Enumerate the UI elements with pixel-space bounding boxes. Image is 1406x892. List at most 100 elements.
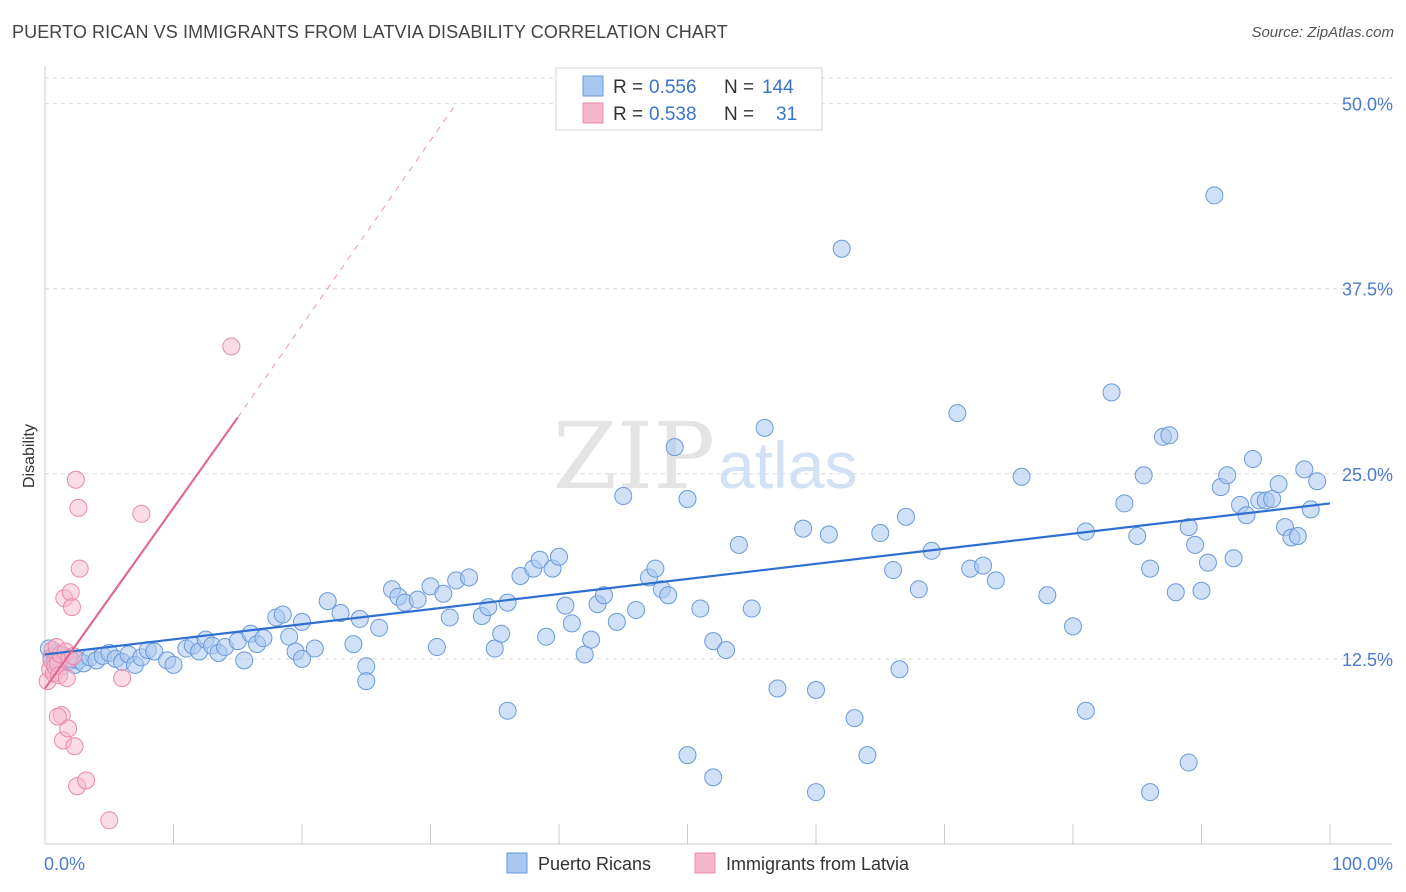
point-immigrants-from-latvia-14: [57, 669, 76, 688]
point-puerto-ricans-98: [884, 561, 903, 580]
point-puerto-ricans-85: [691, 599, 710, 618]
trend-line-puerto-ricans: [44, 502, 1331, 656]
legend: R = 0.556 N = 144 R = 0.538 N = 31: [555, 67, 823, 131]
point-puerto-ricans-43: [318, 592, 337, 611]
point-immigrants-from-latvia-30: [48, 707, 67, 726]
point-immigrants-from-latvia-20: [65, 737, 84, 756]
point-puerto-ricans-52: [408, 590, 427, 609]
point-puerto-ricans-109: [1064, 617, 1082, 636]
point-puerto-ricans-143: [498, 701, 517, 720]
trend-line-immigrants-from-latvia: [44, 416, 239, 690]
bottom-legend-swatch-blue: [506, 852, 528, 874]
point-puerto-ricans-90: [755, 418, 774, 437]
bottom-legend-label-pink: Immigrants from Latvia: [726, 854, 910, 874]
grid-lines: [45, 77, 1392, 660]
point-puerto-ricans-142: [1076, 701, 1095, 720]
point-puerto-ricans-84: [678, 489, 697, 508]
point-puerto-ricans-45: [344, 635, 363, 654]
point-puerto-ricans-42: [305, 639, 324, 658]
point-puerto-ricans-48: [370, 618, 389, 637]
point-puerto-ricans-100: [896, 507, 915, 526]
bottom-legend-swatch-pink: [694, 852, 716, 874]
point-puerto-ricans-137: [1295, 460, 1314, 479]
point-puerto-ricans-76: [607, 612, 626, 631]
point-puerto-ricans-38: [273, 605, 292, 624]
point-puerto-ricans-132: [1263, 489, 1282, 508]
series-immigrants-from-latvia: [38, 337, 241, 830]
point-puerto-ricans-136: [1288, 527, 1307, 545]
trend-lines: [44, 103, 1331, 690]
x-tick-label-0: 0.0%: [44, 854, 85, 874]
point-puerto-ricans-149: [293, 649, 311, 668]
point-puerto-ricans-115: [1141, 559, 1160, 578]
x-tick-label-1: 100.0%: [1332, 854, 1393, 874]
point-puerto-ricans-112: [1115, 494, 1134, 513]
point-puerto-ricans-138: [1301, 500, 1320, 519]
y-tick-label-3: 50.0%: [1342, 95, 1393, 115]
point-puerto-ricans-91: [768, 679, 787, 698]
point-puerto-ricans-70: [556, 596, 575, 615]
point-puerto-ricans-55: [434, 584, 453, 603]
point-puerto-ricans-75: [594, 586, 613, 605]
point-puerto-ricans-144: [858, 746, 877, 765]
point-puerto-ricans-120: [1186, 535, 1205, 554]
point-puerto-ricans-148: [357, 672, 376, 691]
point-puerto-ricans-44: [331, 604, 350, 622]
point-puerto-ricans-73: [582, 630, 601, 649]
legend-swatch-blue: [582, 75, 604, 97]
point-puerto-ricans-33: [235, 651, 254, 670]
point-puerto-ricans-71: [562, 614, 581, 633]
legend-n-value-1: 144: [762, 77, 794, 98]
legend-r-value-2: 0.538: [649, 104, 697, 125]
point-puerto-ricans-39: [280, 627, 299, 646]
x-tick-labels: 0.0% 100.0%: [44, 854, 1393, 874]
watermark-atlas: atlas: [718, 428, 857, 502]
point-puerto-ricans-87: [717, 641, 736, 660]
y-tick-label-1: 25.0%: [1342, 465, 1393, 485]
point-puerto-ricans-63: [498, 593, 517, 612]
point-puerto-ricans-54: [427, 638, 446, 657]
point-puerto-ricans-121: [1192, 581, 1211, 600]
point-puerto-ricans-126: [1224, 549, 1243, 568]
point-puerto-ricans-133: [1269, 475, 1288, 494]
point-puerto-ricans-69: [550, 547, 568, 566]
point-puerto-ricans-56: [440, 608, 459, 627]
point-immigrants-from-latvia-15: [59, 719, 78, 738]
point-puerto-ricans-89: [742, 599, 761, 618]
point-puerto-ricans-72: [575, 645, 594, 664]
legend-swatch-pink: [582, 102, 604, 124]
legend-r-label-2: R =: [613, 104, 643, 125]
point-puerto-ricans-95: [832, 239, 851, 258]
point-puerto-ricans-101: [909, 580, 928, 599]
source-label: Source: ZipAtlas.com: [1251, 24, 1394, 41]
point-puerto-ricans-96: [845, 709, 864, 728]
point-puerto-ricans-123: [1205, 186, 1224, 205]
point-immigrants-from-latvia-29: [222, 337, 241, 356]
point-puerto-ricans-111: [1102, 383, 1121, 402]
y-tick-label-2: 37.5%: [1342, 280, 1393, 300]
point-immigrants-from-latvia-26: [100, 811, 119, 830]
point-puerto-ricans-105: [974, 556, 993, 575]
point-puerto-ricans-125: [1218, 466, 1237, 485]
point-puerto-ricans-118: [1166, 583, 1185, 602]
point-puerto-ricans-93: [807, 681, 825, 699]
legend-r-label-1: R =: [613, 77, 643, 98]
point-puerto-ricans-114: [1134, 466, 1153, 485]
point-puerto-ricans-24: [164, 655, 183, 674]
point-puerto-ricans-82: [659, 586, 678, 605]
point-puerto-ricans-103: [948, 404, 967, 423]
point-immigrants-from-latvia-21: [66, 470, 85, 489]
point-puerto-ricans-67: [537, 627, 556, 646]
point-puerto-ricans-86: [704, 632, 723, 651]
point-puerto-ricans-97: [871, 524, 890, 543]
point-puerto-ricans-92: [794, 519, 813, 538]
point-puerto-ricans-108: [1038, 586, 1057, 605]
point-puerto-ricans-66: [530, 550, 549, 569]
point-puerto-ricans-41: [293, 612, 311, 631]
point-puerto-ricans-106: [986, 571, 1005, 590]
point-puerto-ricans-94: [819, 525, 838, 544]
point-puerto-ricans-122: [1198, 553, 1217, 572]
point-puerto-ricans-140: [1179, 753, 1198, 772]
point-puerto-ricans-83: [665, 438, 684, 457]
